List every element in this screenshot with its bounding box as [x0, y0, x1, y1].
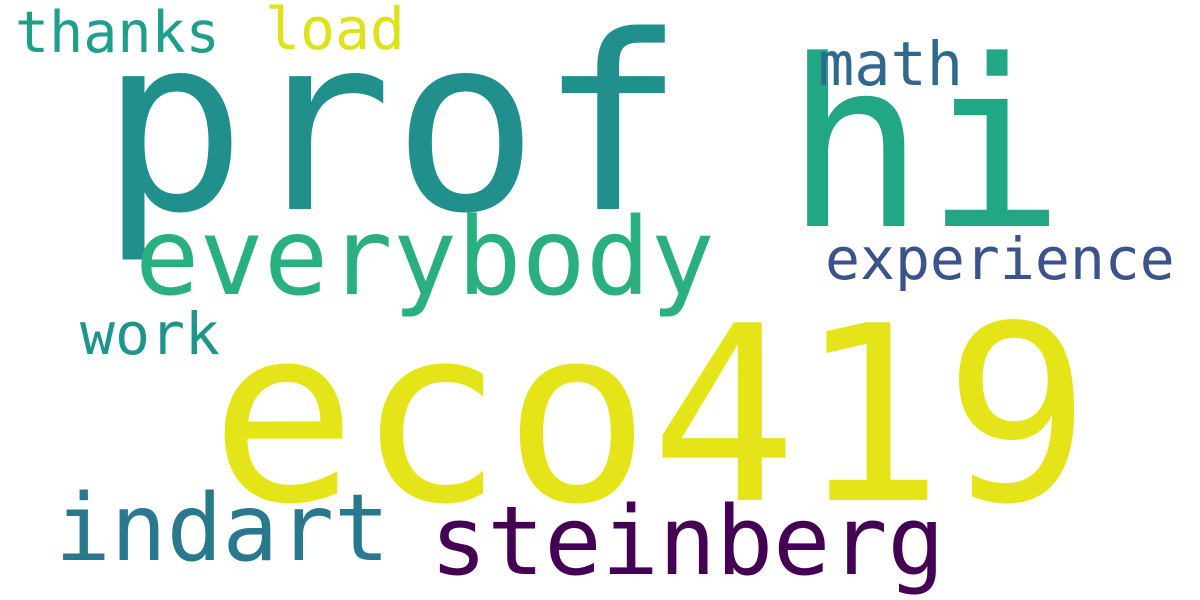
word-hi: hi — [785, 10, 1065, 281]
word-load: load — [265, 0, 405, 63]
word-everybody: everybody — [135, 196, 715, 320]
word-eco419: eco419 — [210, 275, 1091, 558]
word-indart: indart — [55, 474, 390, 582]
word-thanks: thanks — [15, 0, 220, 66]
word-work: work — [80, 300, 220, 368]
word-experience: experience — [825, 225, 1175, 293]
word-steinberg: steinberg — [430, 487, 945, 597]
word-prof: prof — [100, 0, 685, 267]
word-math: math — [818, 30, 963, 100]
